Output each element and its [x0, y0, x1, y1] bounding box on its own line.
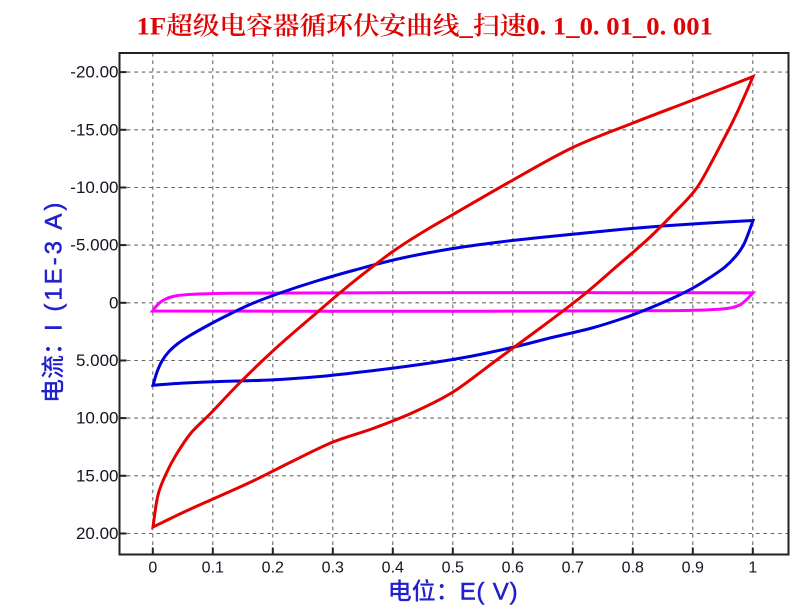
svg-text:-15.00: -15.00 — [70, 120, 118, 139]
svg-text:15.00: 15.00 — [76, 466, 119, 485]
svg-text:-10.00: -10.00 — [70, 178, 118, 197]
svg-text:1F: 1F — [137, 12, 167, 40]
svg-text:0.8: 0.8 — [622, 560, 644, 577]
svg-text:-20.00: -20.00 — [70, 63, 118, 82]
svg-text:0.5: 0.5 — [442, 560, 464, 577]
svg-text:5.000: 5.000 — [76, 351, 119, 370]
svg-text:I (1E-3 A): I (1E-3 A) — [41, 200, 68, 331]
svg-text:0.6: 0.6 — [502, 560, 524, 577]
svg-text:0.7: 0.7 — [562, 560, 584, 577]
svg-text:0.1: 0.1 — [202, 560, 224, 577]
svg-text:0. 1_0. 01_0. 001: 0. 1_0. 01_0. 001 — [526, 12, 713, 40]
svg-text:0: 0 — [148, 560, 157, 577]
svg-text:20.00: 20.00 — [76, 524, 119, 543]
svg-text:-5.000: -5.000 — [70, 236, 118, 255]
svg-text:_: _ — [459, 12, 474, 40]
svg-text:0.9: 0.9 — [682, 560, 704, 577]
svg-text:0.2: 0.2 — [262, 560, 284, 577]
svg-text:1: 1 — [748, 560, 757, 577]
svg-text:0: 0 — [109, 293, 118, 312]
svg-text:0.3: 0.3 — [322, 560, 344, 577]
svg-text:E( V): E( V) — [460, 579, 519, 606]
svg-text:10.00: 10.00 — [76, 409, 119, 428]
svg-text:0.4: 0.4 — [382, 560, 404, 577]
